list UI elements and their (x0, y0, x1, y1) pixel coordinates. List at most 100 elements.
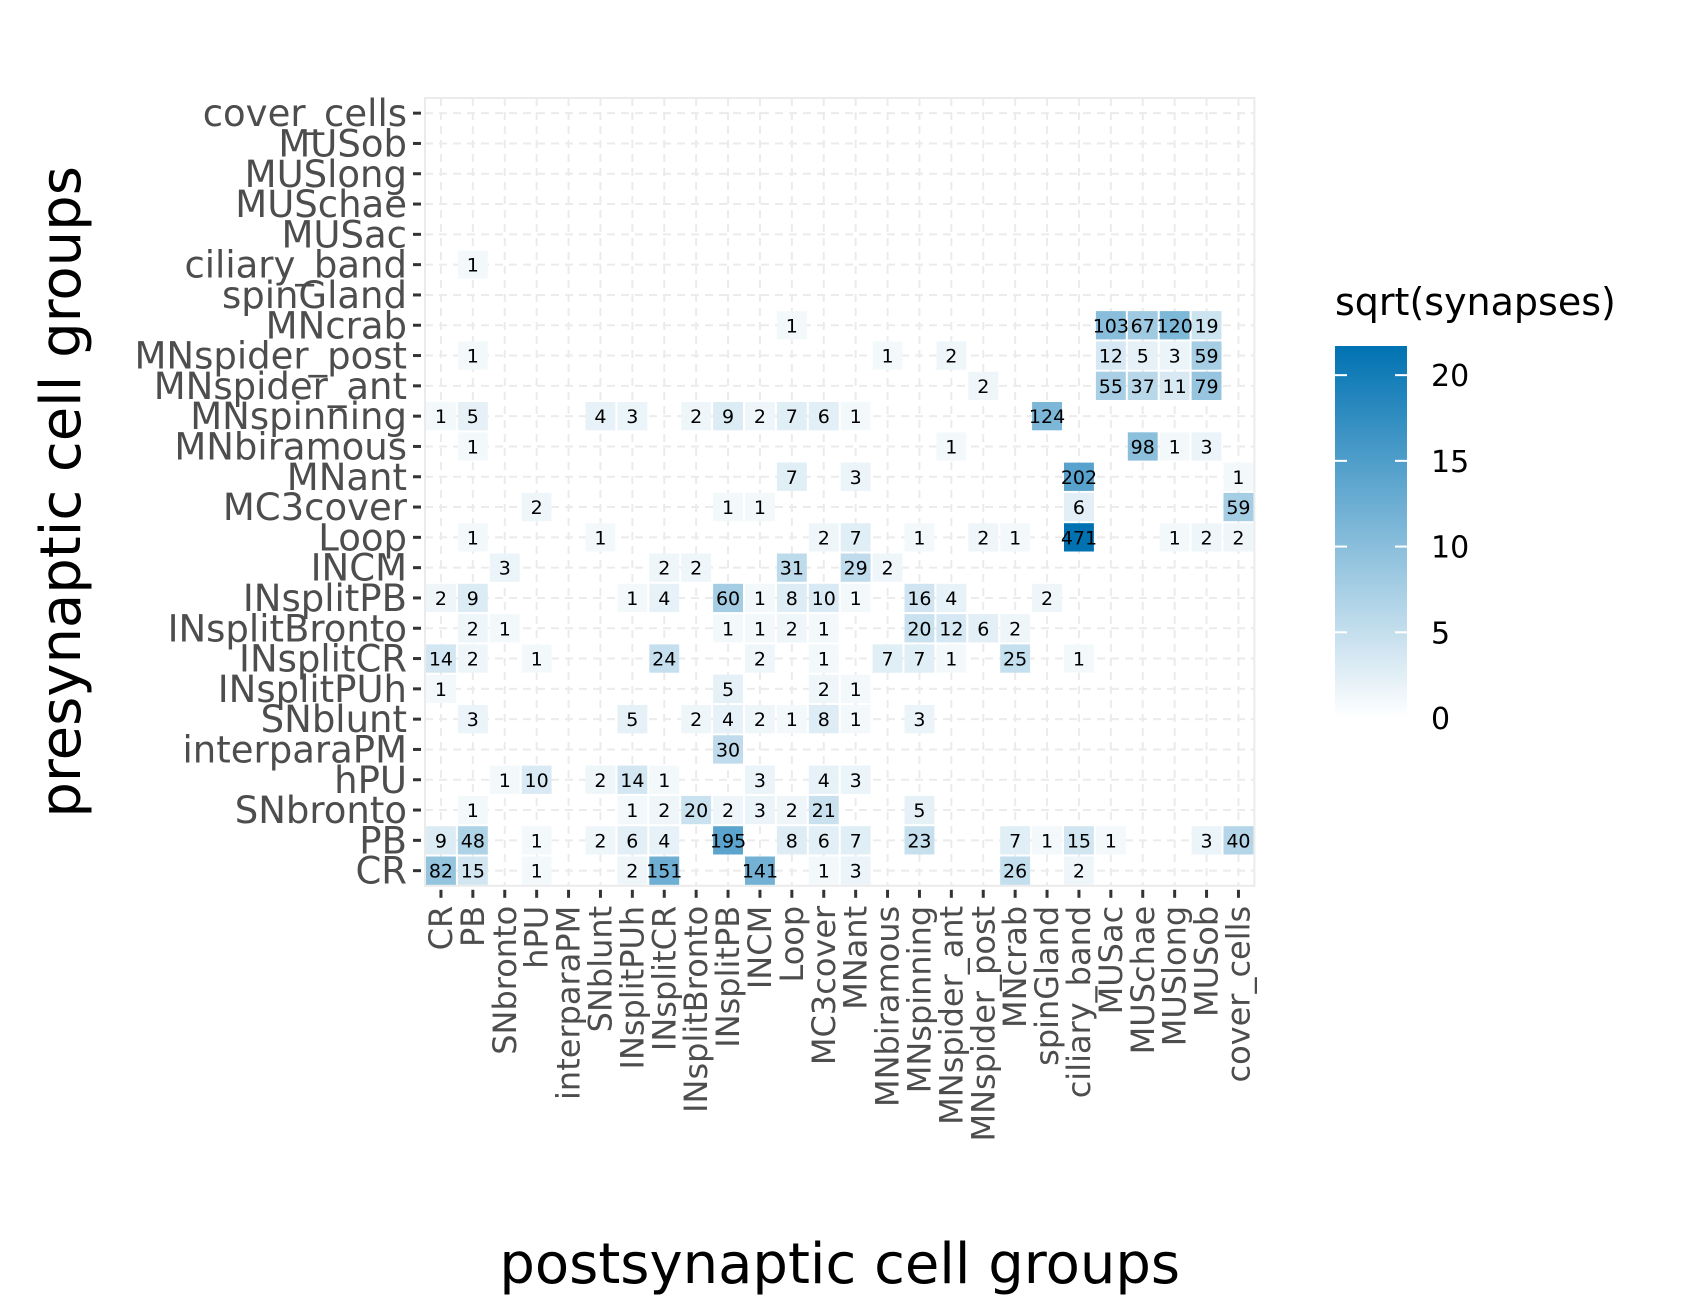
heatmap-cell (840, 826, 871, 855)
heatmap-cell (904, 826, 935, 855)
cell-value-label: 9 (435, 830, 447, 852)
cell-value-label: 2 (594, 830, 606, 852)
cell-value-label: 1 (786, 315, 798, 337)
cell-value-label: 2 (1009, 618, 1021, 640)
y-tick-label: interparaPM (183, 728, 408, 771)
cell-value-label: 1 (626, 588, 638, 610)
heatmap-cell (585, 826, 616, 855)
cell-value-label: 2 (786, 800, 798, 822)
y-tick-label: SNbronto (235, 789, 407, 832)
x-tick-label: INCM (741, 906, 779, 989)
cell-value-label: 1 (499, 618, 511, 640)
cell-value-label: 2 (626, 861, 638, 883)
heatmap-cell (585, 523, 616, 552)
heatmap-cell (872, 341, 903, 370)
heatmap-cell (1064, 523, 1094, 552)
heatmap-cell (808, 644, 839, 673)
cell-value-label: 1 (754, 618, 766, 640)
cell-value-label: 37 (1131, 376, 1155, 398)
x-tick-label: CR (422, 906, 460, 951)
legend-tick-label: 20 (1431, 359, 1469, 394)
heatmap-cell (1191, 523, 1222, 552)
heatmap-cell (713, 795, 743, 825)
heatmap-cell (713, 735, 743, 764)
heatmap-cell (489, 553, 520, 582)
heatmap-cell (904, 614, 935, 643)
y-tick-label: MNbiramous (174, 425, 407, 468)
x-tick-label: MUSlong (1156, 906, 1194, 1046)
cell-value-label: 3 (913, 709, 925, 731)
cell-value-label: 1 (850, 679, 862, 701)
heatmap-cell (968, 523, 999, 552)
cell-value-label: 120 (1157, 315, 1193, 337)
legend-tick-label: 0 (1431, 702, 1450, 737)
heatmap-cell (713, 492, 743, 522)
cell-value-label: 7 (850, 527, 862, 549)
cell-value-label: 1 (435, 679, 447, 701)
heatmap-cell (840, 856, 871, 885)
cell-value-label: 9 (722, 406, 734, 428)
cell-value-label: 20 (684, 800, 708, 822)
y-tick-label: spinGland (222, 274, 407, 317)
heatmap-cell (745, 765, 775, 794)
cell-value-label: 98 (1131, 436, 1155, 458)
cell-value-label: 8 (818, 709, 830, 731)
y-tick-label: MNspider_ant (154, 365, 407, 408)
heatmap-cell (649, 583, 680, 613)
y-tick-label: MUSob (278, 122, 407, 165)
cell-value-label: 2 (658, 800, 670, 822)
heatmap-cell (649, 856, 680, 885)
heatmap-cell (457, 523, 488, 552)
cell-value-label: 7 (850, 830, 862, 852)
cell-value-label: 14 (620, 770, 644, 792)
heatmap-cell (1159, 311, 1190, 340)
heatmap-cell (840, 705, 871, 734)
heatmap-cell (426, 856, 456, 885)
heatmap-cell (808, 856, 839, 885)
y-tick-label: ciliary_band (184, 244, 407, 287)
heatmap-cell (617, 765, 648, 794)
heatmap-cell (745, 856, 775, 885)
cell-value-label: 1 (850, 588, 862, 610)
heatmap-cell (1064, 462, 1094, 491)
cell-value-label: 1 (531, 830, 543, 852)
heatmap-cell (457, 826, 488, 855)
heatmap-cell (457, 432, 488, 461)
heatmap-cell (457, 644, 488, 673)
cell-value-label: 24 (652, 649, 676, 671)
heatmap-cell (1191, 311, 1222, 340)
cell-value-label: 14 (429, 649, 453, 671)
cell-value-label: 5 (1137, 346, 1149, 368)
cell-value-label: 151 (646, 861, 682, 883)
y-tick-label: MNspinning (190, 395, 407, 438)
y-tick-label: MC3cover (223, 486, 408, 529)
heatmap-cell (840, 523, 871, 552)
cell-value-label: 1 (1041, 830, 1053, 852)
x-tick-label: MNspinning (900, 906, 938, 1093)
heatmap-cell (968, 614, 999, 643)
cell-value-label: 3 (467, 709, 479, 731)
cell-value-label: 1 (467, 436, 479, 458)
y-tick-label: INsplitPUh (218, 668, 407, 711)
cell-value-label: 5 (467, 406, 479, 428)
x-tick-label: INsplitBronto (677, 906, 715, 1113)
heatmap-cell (457, 583, 488, 613)
cell-value-label: 1 (850, 406, 862, 428)
cell-value-label: 2 (1201, 527, 1213, 549)
heatmap-cell (776, 553, 807, 582)
cell-value-label: 6 (1073, 497, 1085, 519)
heatmap-cell (936, 341, 967, 370)
cell-value-label: 2 (722, 800, 734, 822)
cell-value-label: 2 (594, 770, 606, 792)
heatmap-cell (457, 705, 488, 734)
cell-value-label: 1 (882, 346, 894, 368)
x-tick-label: MUSchae (1124, 906, 1162, 1055)
cell-value-label: 2 (786, 618, 798, 640)
y-tick-label: INCM (311, 547, 407, 590)
heatmap-cell (1223, 492, 1254, 522)
cell-value-label: 2 (1073, 861, 1085, 883)
cell-value-label: 2 (690, 709, 702, 731)
cell-value-label: 471 (1061, 527, 1097, 549)
cell-value-label: 103 (1093, 315, 1129, 337)
cell-value-label: 1 (1169, 527, 1181, 549)
